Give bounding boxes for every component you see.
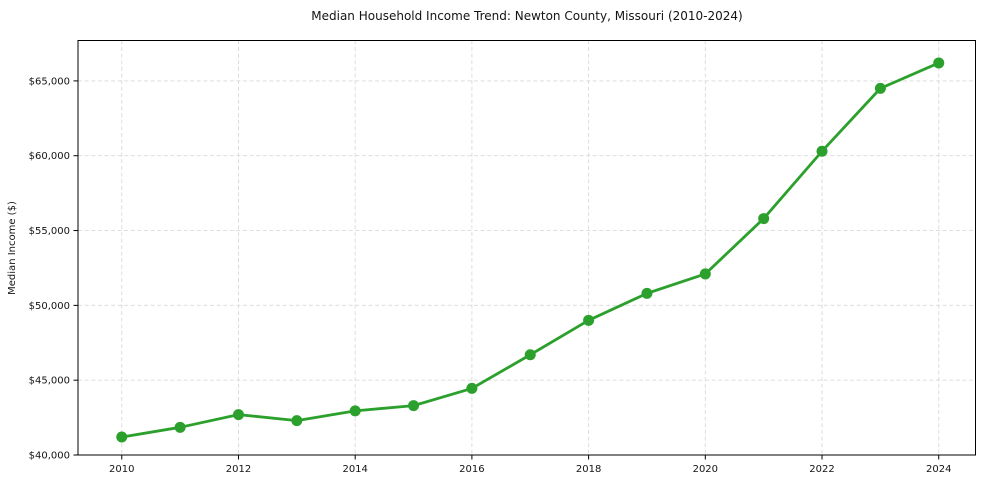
data-point (874, 82, 886, 94)
data-point (816, 145, 828, 157)
y-tick-label: $65,000 (29, 76, 70, 87)
x-tick-label: 2010 (109, 464, 134, 475)
x-tick-label: 2016 (459, 464, 484, 475)
data-point (583, 314, 595, 326)
y-tick-label: $50,000 (29, 301, 70, 312)
y-tick-label: $60,000 (29, 151, 70, 162)
y-axis-label: Median Income ($) (7, 201, 18, 295)
x-tick-label: 2014 (342, 464, 367, 475)
y-tick-label: $45,000 (29, 376, 70, 387)
data-point (174, 421, 186, 433)
data-point (641, 287, 653, 299)
data-point (349, 405, 361, 417)
x-tick-label: 2018 (576, 464, 601, 475)
x-tick-label: 2022 (809, 464, 834, 475)
x-tick-label: 2024 (926, 464, 951, 475)
data-point (232, 409, 244, 421)
chart-title: Median Household Income Trend: Newton Co… (311, 9, 742, 23)
data-point (758, 213, 770, 225)
data-point (466, 382, 478, 394)
data-point (699, 268, 711, 280)
data-point (933, 57, 945, 69)
y-tick-label: $55,000 (29, 226, 70, 237)
trend-line (120, 61, 941, 439)
x-tick-label: 2012 (226, 464, 251, 475)
y-tick-label: $40,000 (29, 451, 70, 462)
tick-layer: $40,000 $45,000 $50,000 $55,000 $60,000 $65,0… (29, 76, 952, 475)
data-point (116, 431, 128, 443)
x-tick-label: 2020 (693, 464, 718, 475)
series-layer (116, 57, 945, 443)
data-point (291, 415, 303, 427)
data-point (524, 349, 536, 361)
grid-layer (78, 40, 976, 456)
data-point (408, 400, 420, 412)
plot-border (77, 40, 976, 456)
